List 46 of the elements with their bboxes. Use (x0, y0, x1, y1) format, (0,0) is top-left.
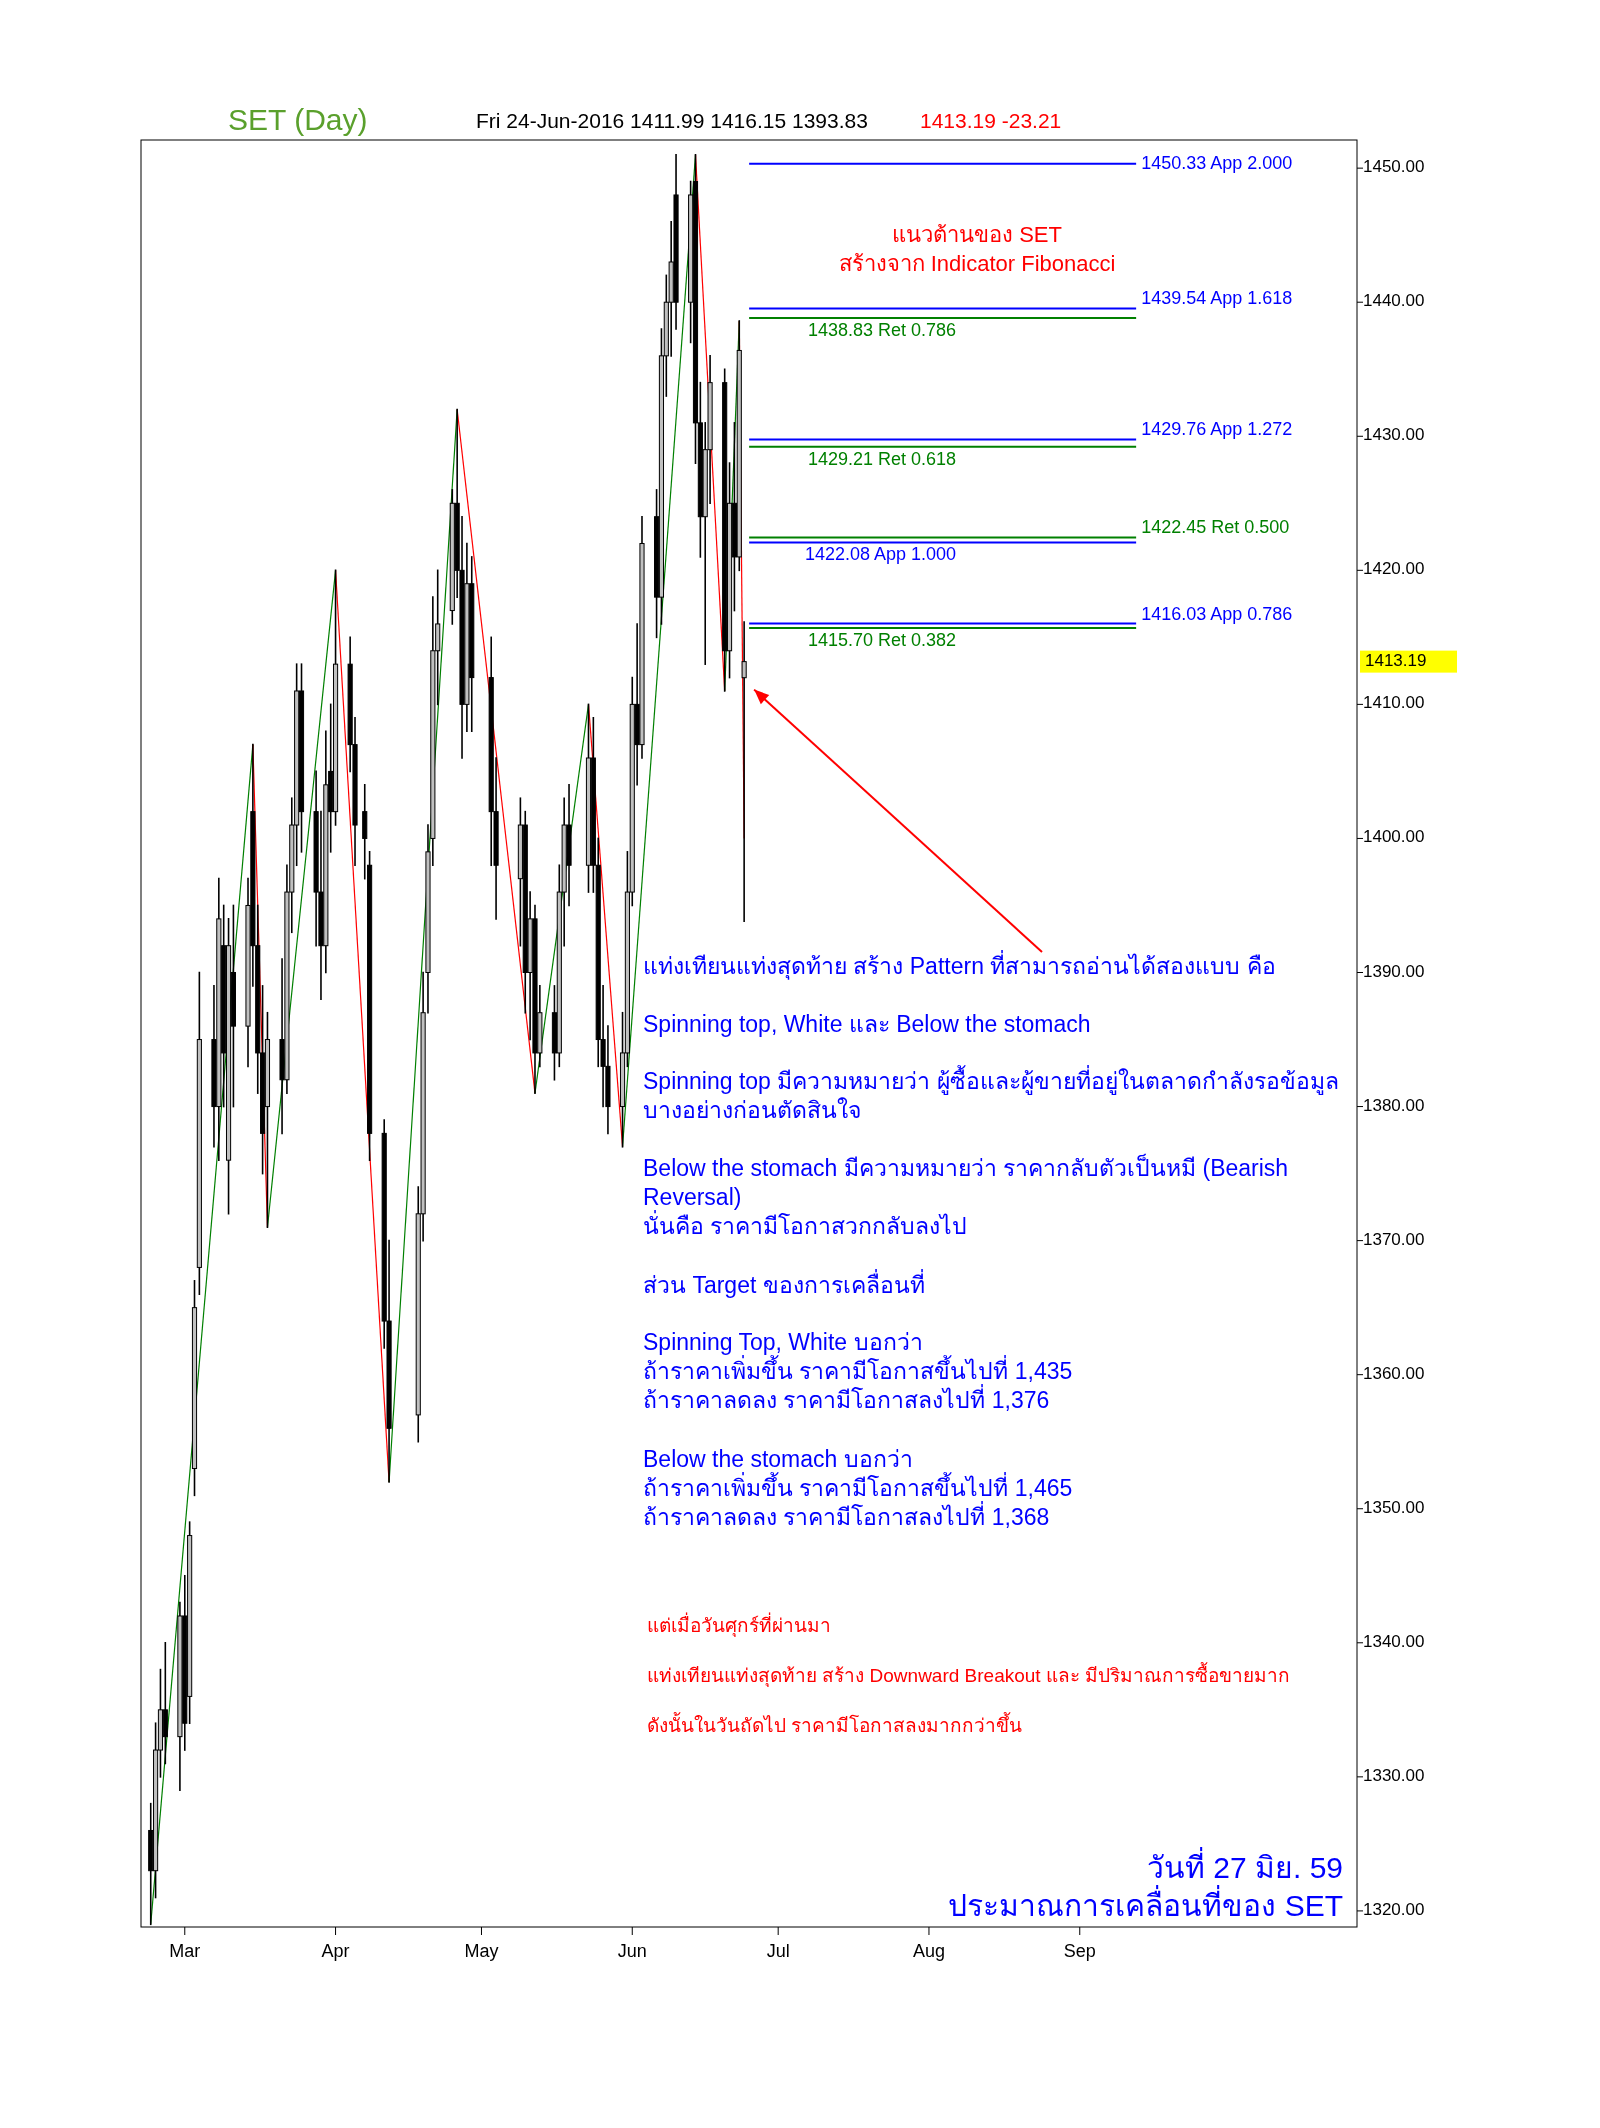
y-tick-label: 1330.00 (1363, 1766, 1425, 1786)
y-tick-label: 1370.00 (1363, 1230, 1425, 1250)
y-tick-label: 1390.00 (1363, 961, 1425, 981)
annotation: แท่งเทียนแท่งสุดท้าย สร้าง Downward Breakout และ มีปริมาณการซื้อขายมาก (647, 1662, 1291, 1688)
x-tick-label: Aug (912, 1941, 945, 1961)
y-tick-label: 1430.00 (1363, 425, 1425, 445)
annotation: Spinning top, White และ Below the stomach (643, 1011, 1091, 1037)
y-tick-label: 1400.00 (1363, 827, 1425, 847)
annotation: Below the stomach มีความหมายว่า ราคากลับตัวเป็นหมี (Bearish Reversal) นั่นคือ ราคามีโอกาสวกกลับลงไป (643, 1153, 1289, 1239)
ref-line-label: 1439.54 App 1.618 (1141, 288, 1293, 309)
annotation: Below the stomach บอกว่า ถ้าราคาเพิ่มขึ้น ราคามีโอกาสขึ้นไปที่ 1,465 ถ้าราคาลดลง ราคามีโอกาสลงไปที่ 1,368 (643, 1446, 1073, 1530)
y-tick-label: 1320.00 (1363, 1900, 1425, 1920)
annotation: ส่วน Target ของการเคลื่อนที่ (643, 1269, 925, 1298)
ref-line-label: 1450.33 App 2.000 (1141, 152, 1293, 173)
y-tick-label: 1340.00 (1363, 1632, 1425, 1652)
x-tick-label: Mar (169, 1941, 201, 1961)
ref-line-label: 1429.76 App 1.272 (1141, 419, 1293, 440)
x-tick-label: Sep (1063, 1941, 1096, 1961)
chart-title: SET (Day) (228, 103, 368, 136)
annotation: แต่เมื่อวันศุกร์ที่ผ่านมา (647, 1612, 831, 1638)
last-price-box: 1413.19 (1360, 650, 1457, 673)
annotation: วันที่ 27 มิย. 59 ประมาณการเคลื่อนที่ของ SET (948, 1847, 1343, 1922)
chart-subtitle: Fri 24-Jun-2016 1411.99 1416.15 1393.83 (476, 109, 868, 132)
ref-line-label: 1422.08 App 1.000 (804, 544, 957, 565)
ref-line-label: 1429.21 Ret 0.618 (808, 448, 957, 469)
ref-line-label: 1438.83 Ret 0.786 (808, 319, 957, 340)
y-tick-label: 1410.00 (1363, 693, 1425, 713)
annotation: แท่งเทียนแท่งสุดท้าย สร้าง Pattern ที่สามารถอ่านได้สองแบบ คือ (643, 950, 1276, 980)
ref-line-label: 1416.03 App 0.786 (1141, 603, 1293, 624)
annotation: แนวต้านของ SET สร้างจาก Indicator Fibonacci (838, 222, 1116, 276)
y-tick-label: 1380.00 (1363, 1096, 1425, 1116)
y-tick-label: 1440.00 (1363, 291, 1425, 311)
text: 1413.19 -23.21 (920, 109, 1062, 132)
ref-line-label: 1415.70 Ret 0.382 (808, 629, 957, 650)
x-tick-label: Jun (617, 1941, 647, 1961)
annotation: Spinning Top, White บอกว่า ถ้าราคาเพิ่มขึ้น ราคามีโอกาสขึ้นไปที่ 1,435 ถ้าราคาลดลง ราคามีโอกาสลงไปที่ 1,376 (643, 1329, 1073, 1413)
y-tick-label: 1450.00 (1363, 157, 1425, 177)
y-tick-label: 1350.00 (1363, 1498, 1425, 1518)
annotation: ดังนั้นในวันถัดไป ราคามีโอกาสลงมากกว่าขึ้น (647, 1712, 1023, 1736)
x-tick-label: Jul (766, 1941, 790, 1961)
ref-line-label: 1422.45 Ret 0.500 (1141, 517, 1290, 538)
y-tick-label: 1360.00 (1363, 1364, 1425, 1384)
x-tick-label: Apr (321, 1941, 350, 1961)
y-tick-label: 1420.00 (1363, 559, 1425, 579)
x-tick-label: May (464, 1941, 499, 1961)
annotation: Spinning top มีความหมายว่า ผู้ซื้อและผู้ขายที่อยู่ในตลาดกำลังรอข้อมูล บางอย่างก่อนตัดสินใจ (643, 1065, 1339, 1123)
